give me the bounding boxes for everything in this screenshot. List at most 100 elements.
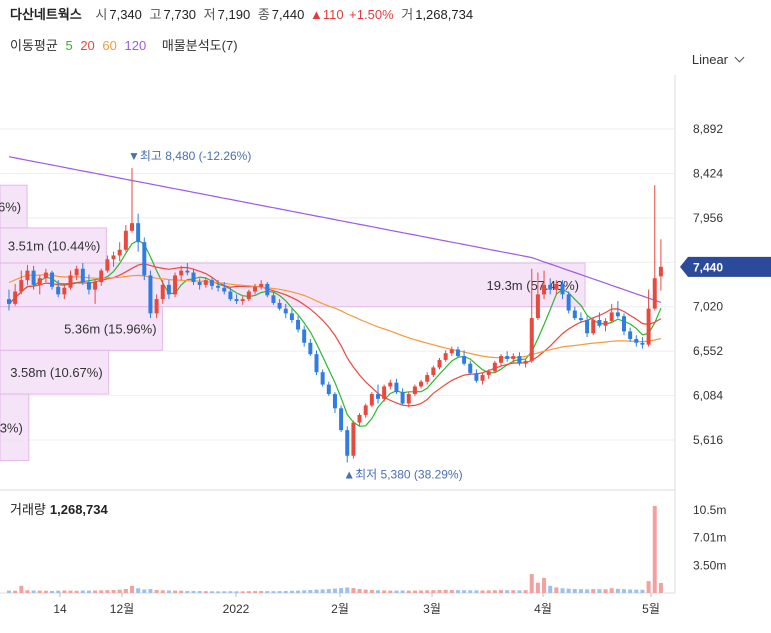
stock-name: 다산네트웍스 bbox=[10, 7, 82, 22]
candle-body bbox=[314, 354, 319, 373]
candle-body bbox=[425, 375, 430, 382]
volume-bar bbox=[523, 590, 528, 593]
volume-bar bbox=[382, 590, 387, 593]
scale-mode[interactable]: Linear bbox=[691, 52, 728, 67]
volume-bar bbox=[296, 590, 301, 593]
candle-body bbox=[56, 286, 61, 295]
close-label: 종 bbox=[257, 7, 270, 22]
candle-body bbox=[585, 320, 590, 334]
candle-body bbox=[431, 367, 436, 376]
volume-bar bbox=[283, 590, 288, 593]
candle-body bbox=[597, 320, 602, 326]
volume-bar bbox=[480, 590, 485, 593]
y-tick-label: 7,020 bbox=[693, 300, 723, 314]
volume-bar bbox=[603, 589, 608, 593]
ma-5: 5 bbox=[65, 38, 73, 53]
scale-selector[interactable]: Linear bbox=[691, 52, 745, 67]
candle-body bbox=[499, 356, 503, 363]
volume-bar bbox=[542, 577, 547, 593]
volume-bar bbox=[560, 588, 565, 593]
ma-120: 120 bbox=[124, 38, 147, 53]
candle-body bbox=[332, 394, 337, 409]
volume-bar bbox=[652, 505, 657, 593]
volume-bar bbox=[394, 590, 399, 593]
change-percent: +1.50% bbox=[349, 7, 394, 22]
candle-body bbox=[179, 270, 184, 276]
volume-bar bbox=[486, 590, 491, 593]
candle-body bbox=[376, 394, 380, 399]
indicator-legend[interactable]: 이동평균 5 20 60 120 매물분석도(7) bbox=[10, 35, 242, 54]
volume-bar bbox=[437, 589, 442, 593]
volume-bar bbox=[68, 590, 73, 593]
candle-body bbox=[566, 294, 571, 311]
volume-bar bbox=[369, 589, 374, 593]
ma-line bbox=[8, 156, 662, 303]
volume-bar bbox=[86, 590, 91, 593]
ma-20: 20 bbox=[80, 38, 95, 53]
candle-body bbox=[166, 284, 171, 295]
volume-tick-label: 7.01m bbox=[693, 531, 726, 545]
candle-body bbox=[369, 394, 374, 406]
candle-body bbox=[345, 430, 350, 456]
volume-bar bbox=[173, 590, 178, 593]
price-header: 다산네트웍스 시 7,340 고 7,730 저 7,190 종 7,440 ▲110 … bbox=[10, 4, 473, 24]
candle-body bbox=[271, 295, 276, 303]
candle-body bbox=[351, 422, 356, 456]
volume-bar bbox=[511, 590, 516, 593]
volume-bar bbox=[191, 591, 196, 593]
candle-body bbox=[326, 384, 331, 395]
candle-body bbox=[203, 280, 208, 285]
volume-profile-bar bbox=[0, 349, 110, 395]
x-tick-label: 3월 bbox=[423, 602, 441, 616]
volume-bar bbox=[289, 590, 294, 593]
candle-body bbox=[43, 272, 48, 279]
volume-bar bbox=[615, 588, 620, 593]
volume-bar bbox=[622, 589, 626, 593]
candle-body bbox=[320, 372, 325, 385]
candle-body bbox=[253, 286, 257, 292]
volume-bar bbox=[609, 588, 614, 593]
y-tick-label: 6,084 bbox=[693, 389, 723, 403]
volume-profile-label[interactable]: 매물분석도(7) bbox=[161, 38, 238, 53]
candle-body bbox=[437, 359, 442, 368]
candle-body bbox=[93, 282, 98, 290]
volume-profile-label: 3.58m (10.67%) bbox=[10, 365, 103, 380]
candle-body bbox=[486, 371, 491, 376]
volume-profile-label: 892k (2.66%) bbox=[0, 200, 21, 215]
candle-body bbox=[382, 386, 387, 399]
high-label: 고 bbox=[149, 7, 162, 22]
volume-bar bbox=[31, 590, 36, 593]
volume-bar bbox=[566, 588, 571, 593]
candle-body bbox=[216, 285, 221, 288]
volume-bar bbox=[136, 588, 141, 593]
volume-profile-label: 951k (2.83%) bbox=[0, 420, 23, 435]
candle-body bbox=[394, 382, 399, 393]
candle-body bbox=[492, 362, 497, 372]
x-tick-label: 2022 bbox=[223, 602, 250, 616]
candle-body bbox=[222, 287, 227, 292]
volume-profile-bar bbox=[0, 393, 30, 462]
candle-body bbox=[123, 230, 128, 250]
volume-bar bbox=[351, 588, 356, 593]
volume-bar bbox=[179, 590, 184, 593]
candle-body bbox=[449, 349, 454, 354]
candle-body bbox=[191, 272, 196, 283]
candle-body bbox=[339, 408, 344, 431]
volume-tick-label: 3.50m bbox=[693, 558, 726, 572]
candle-body bbox=[554, 283, 559, 290]
candle-body bbox=[86, 282, 91, 290]
candle-body bbox=[505, 356, 510, 359]
candle-body bbox=[173, 275, 178, 295]
ma-label[interactable]: 이동평균 bbox=[10, 38, 58, 53]
candle-body bbox=[148, 275, 153, 314]
volume-bar bbox=[74, 590, 79, 593]
volume-bar bbox=[492, 590, 497, 593]
volume-bar bbox=[166, 590, 171, 593]
volume-bar bbox=[332, 588, 337, 593]
close-value: 7,440 bbox=[271, 7, 305, 22]
candle-body bbox=[511, 356, 516, 359]
candle-body bbox=[388, 382, 393, 387]
candle-body bbox=[400, 392, 405, 404]
candle-body bbox=[412, 386, 417, 395]
